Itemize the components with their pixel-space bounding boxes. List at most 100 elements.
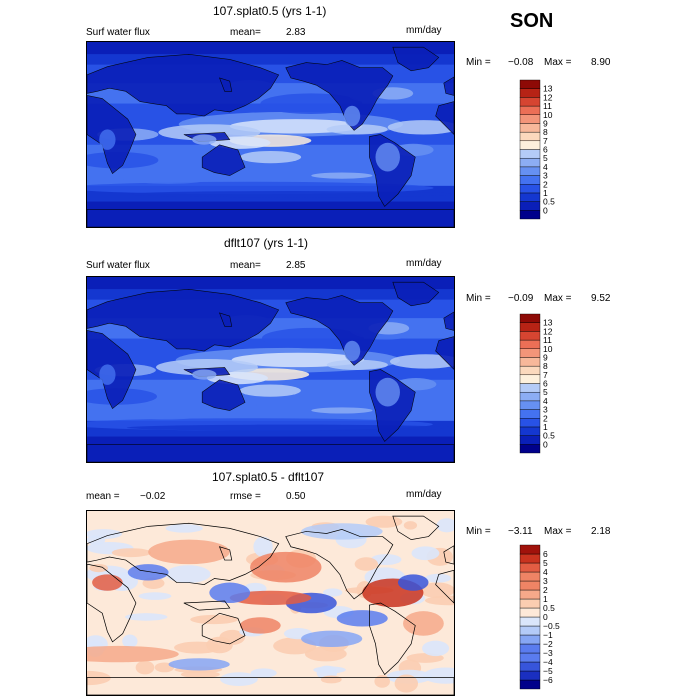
field-contour <box>250 668 277 678</box>
field-contour <box>389 354 454 369</box>
colorbar-box <box>519 616 541 627</box>
panel-3-max-label: Max = <box>544 526 572 537</box>
colorbar-tick-label: −4 <box>543 657 553 667</box>
field-contour <box>111 548 152 558</box>
colorbar-tick-label: 5 <box>543 387 548 397</box>
colorbar-box <box>519 192 541 202</box>
colorbar-tick-label: 7 <box>543 370 548 380</box>
land-field-contour <box>99 364 116 385</box>
field-contour <box>87 670 111 686</box>
colorbar-tick-label: −0.5 <box>543 621 560 631</box>
field-contour <box>239 150 302 164</box>
panel-3-colorbar: −6 −5 −4 −3 −2 −1 −0.5 0 0.5 1 2 3 4 5 6 <box>519 544 580 695</box>
colorbar-box <box>519 175 541 185</box>
land-outline <box>392 281 440 307</box>
colorbar-box <box>519 589 541 600</box>
panel-3-mean-label: mean = <box>86 491 120 502</box>
panel-1-mean-label: mean= <box>230 27 261 38</box>
panel-1-max-value: 8.90 <box>591 57 611 68</box>
colorbar-tick-label: 4 <box>543 567 548 577</box>
land-outline <box>219 312 233 327</box>
field-contour <box>424 595 454 606</box>
panel-2-units: mm/day <box>406 258 442 269</box>
field-contour <box>165 524 203 533</box>
field-contour <box>156 358 258 376</box>
panel-3-min-label: Min = <box>466 526 491 537</box>
panel-1-units: mm/day <box>406 25 442 36</box>
field-contour <box>311 407 373 414</box>
panel-1-colorbar: 0 0.5 1 2 3 4 5 6 7 8 9 10 11 12 13 <box>519 79 580 225</box>
land-field-contour <box>375 377 400 407</box>
field-band <box>87 289 454 300</box>
colorbar-box <box>519 553 541 564</box>
field-contour <box>422 667 454 684</box>
field-contour <box>436 518 454 533</box>
colorbar-tick-label: 8 <box>543 127 548 137</box>
land-outline <box>443 76 454 96</box>
field-contour <box>403 521 418 530</box>
colorbar-box <box>519 348 541 358</box>
colorbar-tick-label: 1 <box>543 188 548 198</box>
colorbar-box <box>519 79 541 89</box>
colorbar-box <box>519 652 541 663</box>
field-contour <box>322 588 343 597</box>
colorbar-tick-label: 5 <box>543 558 548 568</box>
land-outline <box>443 545 454 565</box>
panel-3-units: mm/day <box>406 489 442 500</box>
land-outline <box>87 54 280 117</box>
land-outline <box>218 546 233 561</box>
colorbar-tick-label: −3 <box>543 648 553 658</box>
colorbar-box <box>519 580 541 591</box>
land-field-contour <box>99 129 116 150</box>
panel-3-max-value: 2.18 <box>591 526 611 537</box>
field-contour <box>229 590 312 606</box>
field-contour <box>92 574 123 591</box>
field-contour <box>313 666 346 674</box>
colorbar-box <box>519 88 541 98</box>
colorbar-tick-label: 9 <box>543 118 548 128</box>
field-contour <box>354 557 378 571</box>
land-outline <box>435 569 454 604</box>
colorbar-box <box>519 201 541 211</box>
colorbar-tick-label: 11 <box>543 101 552 111</box>
colorbar-tick-label: 1 <box>543 594 548 604</box>
colorbar-box <box>519 679 541 690</box>
field-contour <box>250 551 322 583</box>
field-contour <box>370 554 402 565</box>
panel-1-min-label: Min = <box>466 57 491 68</box>
field-contour <box>239 617 281 634</box>
field-contour <box>326 124 388 135</box>
panel-2-title: dflt107 (yrs 1-1) <box>224 236 309 250</box>
colorbar-box <box>519 339 541 349</box>
colorbar-tick-label: 0 <box>543 612 548 622</box>
field-contour <box>190 614 238 625</box>
field-contour <box>301 630 363 647</box>
colorbar-tick-label: 6 <box>543 145 548 155</box>
land-outline <box>87 289 280 352</box>
colorbar-box <box>519 598 541 609</box>
colorbar-tick-label: −1 <box>543 630 553 640</box>
colorbar-box <box>519 383 541 393</box>
land-outline <box>285 295 394 366</box>
field-contour <box>127 564 169 581</box>
field-contour <box>256 399 389 411</box>
field-band <box>87 54 454 65</box>
field-contour <box>148 539 230 565</box>
panel-3-rmse-value: 0.50 <box>286 491 306 502</box>
panel-1-min-value: −0.08 <box>508 57 534 68</box>
field-contour <box>411 546 440 561</box>
colorbar-tick-label: 2 <box>543 585 548 595</box>
panel-1-mean-value: 2.83 <box>286 27 306 38</box>
field-contour <box>239 384 301 397</box>
colorbar-box <box>519 444 541 454</box>
colorbar-box <box>519 634 541 645</box>
colorbar-box <box>519 661 541 672</box>
colorbar-tick-label: 0.5 <box>543 197 555 207</box>
colorbar-tick-label: 4 <box>543 162 548 172</box>
colorbar-tick-label: 11 <box>543 335 552 345</box>
colorbar-tick-label: 6 <box>543 379 548 389</box>
land-field-contour <box>343 340 361 362</box>
panel-1-title: 107.splat0.5 (yrs 1-1) <box>213 4 327 18</box>
colorbar-tick-label: 12 <box>543 326 553 336</box>
land-outline <box>435 336 454 370</box>
